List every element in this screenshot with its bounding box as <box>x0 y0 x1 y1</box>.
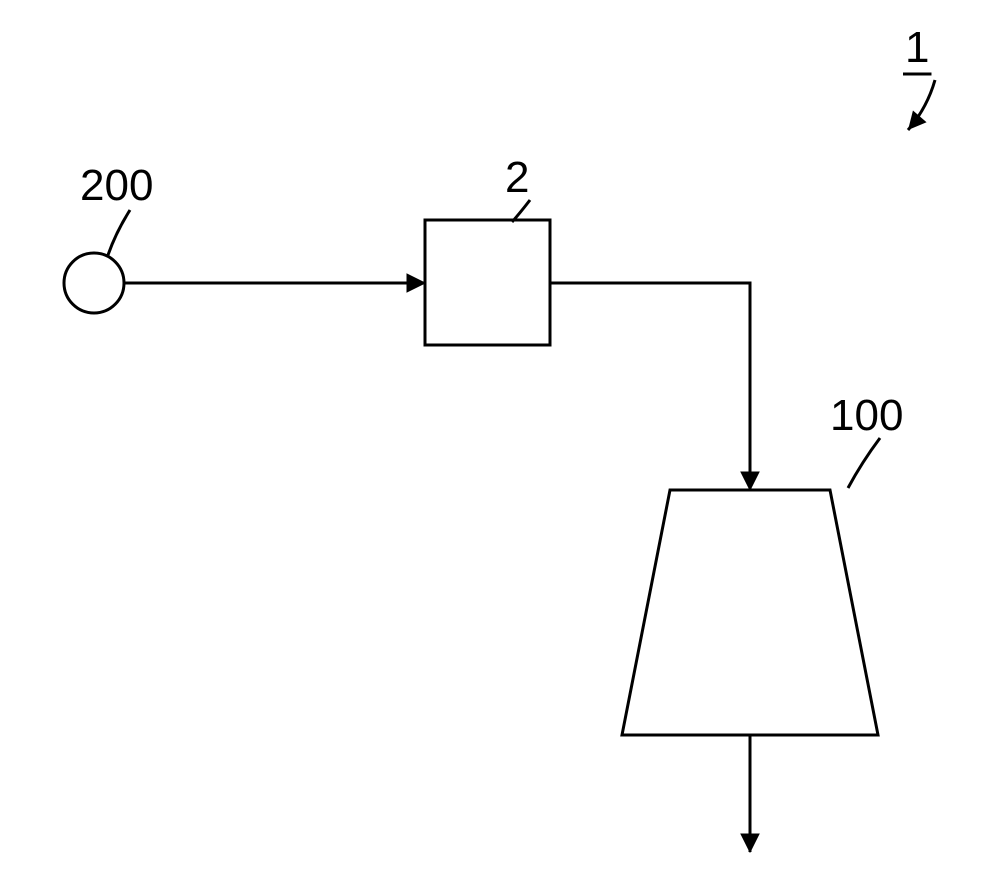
label-leader <box>108 210 130 255</box>
arrowhead-icon <box>407 274 425 292</box>
diagram-canvas: 200 2 100 1 <box>0 0 1000 896</box>
arrowhead-icon <box>741 834 759 852</box>
turbine-label: 100 <box>830 391 903 440</box>
turbine-node <box>622 490 878 735</box>
arrowhead-icon <box>741 472 759 490</box>
label-leader <box>848 438 880 488</box>
block-node <box>425 220 550 345</box>
block-label: 2 <box>505 153 529 202</box>
source-node <box>64 253 124 313</box>
source-label: 200 <box>80 161 153 210</box>
arrowhead-icon <box>908 110 927 130</box>
system-label: 1 <box>905 23 929 72</box>
edge <box>550 283 750 490</box>
